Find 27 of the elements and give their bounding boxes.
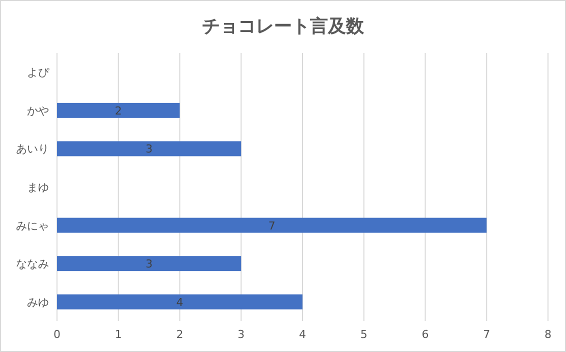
y-tick-label: あいり xyxy=(16,142,49,156)
bar xyxy=(57,256,242,272)
x-tick-label: 3 xyxy=(238,328,245,341)
data-label: 3 xyxy=(146,142,153,156)
bar xyxy=(57,141,242,156)
y-tick-label: かや xyxy=(27,104,49,118)
y-tick-label: ななみ xyxy=(16,258,49,271)
data-label: 3 xyxy=(146,258,153,271)
y-tick-label: よぴ xyxy=(27,66,50,80)
chart-title: チョコレート言及数 xyxy=(202,16,365,37)
x-tick-label: 4 xyxy=(299,328,306,341)
data-label: 2 xyxy=(114,104,122,118)
y-tick-label: まゆ xyxy=(27,181,49,194)
x-tick-label: 7 xyxy=(483,328,490,341)
bar xyxy=(57,102,180,118)
data-label: 7 xyxy=(268,219,276,232)
x-tick-label: 8 xyxy=(544,328,552,341)
bar xyxy=(57,294,302,310)
x-tick-label: 2 xyxy=(176,328,184,341)
x-tick-label: 0 xyxy=(54,328,60,341)
data-label: 4 xyxy=(176,296,184,309)
x-tick-label: 6 xyxy=(422,328,429,341)
x-tick-label: 5 xyxy=(360,328,368,341)
y-tick-label: みにゃ xyxy=(16,219,49,232)
bar xyxy=(57,218,487,233)
y-tick-label: みゆ xyxy=(27,296,49,309)
x-tick-label: 1 xyxy=(114,328,122,341)
